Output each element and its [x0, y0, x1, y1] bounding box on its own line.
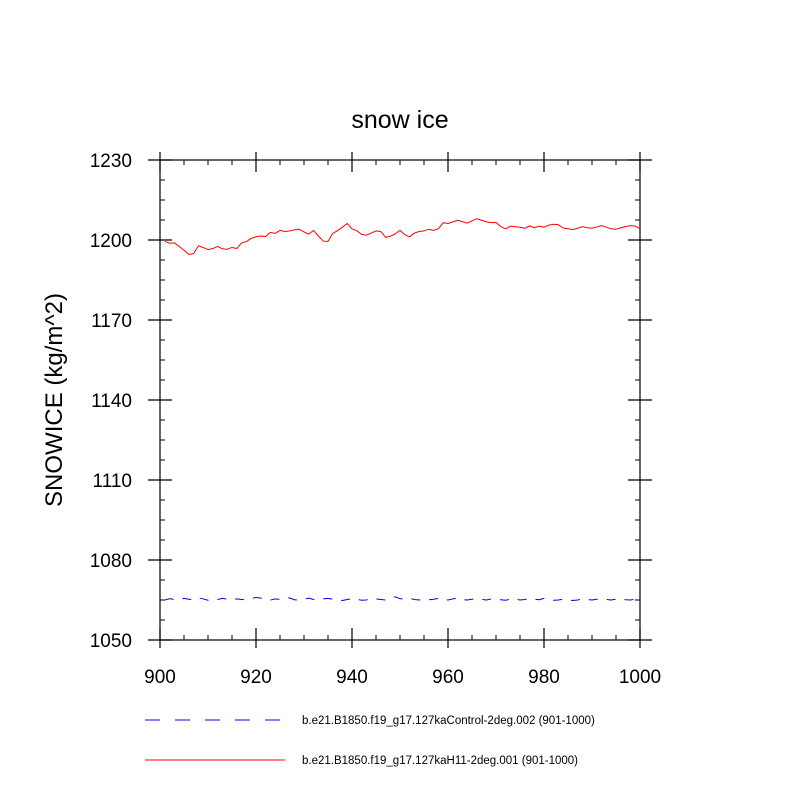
x-tick-label: 900	[144, 667, 176, 688]
series-line-2	[164, 218, 641, 255]
y-tick-label: 1050	[90, 631, 132, 652]
series-line-1	[164, 596, 641, 602]
y-tick-label: 1170	[91, 311, 132, 332]
x-tick-label: 980	[528, 667, 560, 688]
legend-label-2: b.e21.B1850.f19_g17.127kaH11-2deg.001 (9…	[302, 755, 578, 767]
x-tick-label: 940	[336, 667, 368, 688]
y-tick-label: 1080	[90, 551, 132, 572]
x-tick-label: 1000	[619, 667, 661, 688]
y-tick-label: 1140	[91, 391, 132, 412]
legend: b.e21.B1850.f19_g17.127kaControl-2deg.00…	[145, 715, 595, 767]
y-tick-label: 1200	[90, 231, 132, 252]
plot-frame	[159, 159, 641, 641]
legend-label-1: b.e21.B1850.f19_g17.127kaControl-2deg.00…	[302, 715, 595, 727]
y-tick-label: 1230	[90, 151, 132, 172]
y-axis-label: SNOWICE (kg/m^2)	[41, 293, 68, 507]
x-tick-label: 920	[240, 667, 272, 688]
x-tick-label: 960	[432, 667, 464, 688]
y-tick-label: 1110	[93, 471, 132, 492]
plot-area: 900 920 940 960 980 1000 1050 1080 1110 1140 1170 1…	[90, 151, 661, 688]
chart-title: snow ice	[351, 106, 448, 134]
